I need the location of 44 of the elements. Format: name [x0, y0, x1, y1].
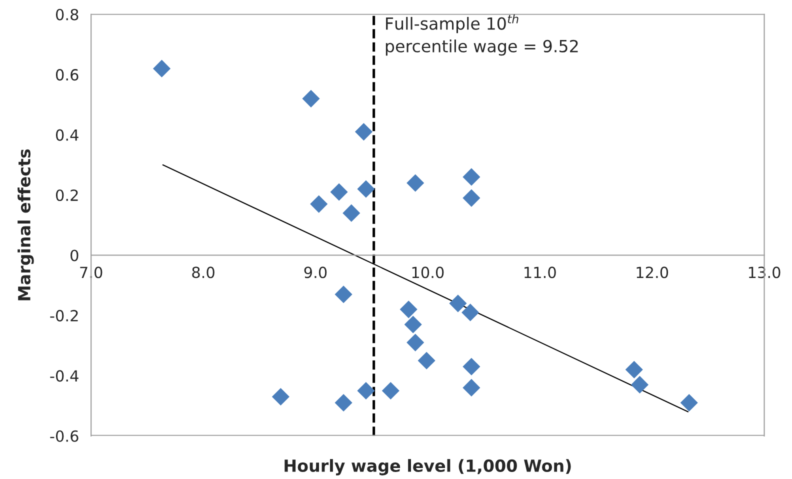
point [462, 168, 480, 186]
point [406, 174, 424, 192]
point [152, 60, 171, 78]
y-tick-label: -0.4 [50, 370, 78, 382]
y-tick-label: 0 [70, 250, 78, 262]
point [462, 189, 480, 207]
point [462, 304, 480, 322]
y-tick-label: 0.6 [56, 69, 78, 81]
y-tick-label: 0.8 [56, 8, 78, 20]
point [462, 378, 480, 396]
y-tick-label: 0.2 [56, 189, 78, 202]
point [354, 123, 373, 141]
point [302, 90, 320, 108]
x-tick-label: 12.0 [636, 266, 668, 278]
y-tick-label: -0.6 [50, 430, 78, 442]
point [330, 183, 348, 201]
point [406, 334, 424, 352]
x-tick-label: 11.0 [524, 266, 556, 278]
y-tick-label: -0.2 [50, 310, 78, 322]
y-axis-title: Marginal effects [18, 149, 34, 300]
point [680, 394, 698, 412]
point [382, 382, 400, 400]
point [342, 204, 360, 222]
text: Full-sample 10$^{th}$ percentile wage = 9.52 [386, 14, 578, 56]
point [418, 352, 436, 370]
point [357, 180, 375, 198]
point [400, 300, 418, 318]
point [625, 360, 643, 378]
point [630, 376, 649, 394]
point [462, 358, 480, 376]
x-tick-label: 8.0 [192, 266, 214, 278]
point [272, 388, 290, 406]
point [357, 382, 375, 400]
point [310, 195, 328, 213]
point [404, 316, 422, 334]
point [449, 294, 467, 312]
y-tick-label: 0.4 [56, 129, 78, 141]
x-tick-label: 10.0 [412, 266, 444, 278]
x-axis-title: Hourly wage level (1,000 Won) [284, 459, 571, 476]
x-tick-label: 7.0 [80, 266, 102, 278]
point [334, 394, 352, 412]
point [334, 286, 352, 304]
x-tick-label: 13.0 [748, 266, 780, 278]
x-tick-label: 9.0 [304, 266, 327, 278]
